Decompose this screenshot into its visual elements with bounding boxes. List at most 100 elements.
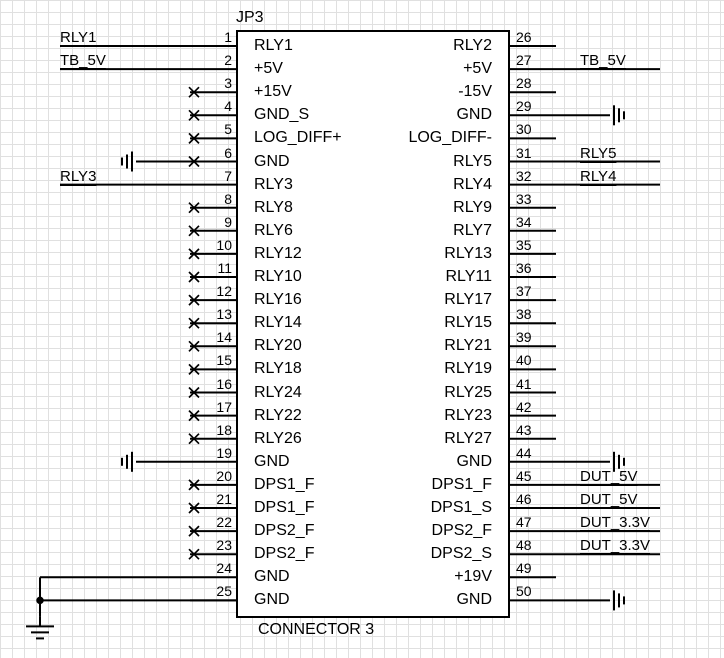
pin-name: DPS2_F [254,523,314,539]
pin-name: RLY14 [254,315,302,331]
pin-name: -15V [458,84,492,100]
pin-number: 7 [210,169,232,183]
pin-number: 40 [516,353,532,367]
pin-name: +5V [254,61,283,77]
pin-number: 17 [210,400,232,414]
pin-number: 4 [210,99,232,113]
net-label: RLY4 [580,169,616,184]
pin-name: RLY27 [444,431,492,447]
pin-number: 16 [210,377,232,391]
pin-name: +5V [463,61,492,77]
pin-name: GND [456,107,492,123]
pin-name: DPS2_F [432,523,492,539]
pin-name: RLY5 [453,154,492,170]
pin-number: 23 [210,538,232,552]
pin-name: RLY7 [453,223,492,239]
pin-number: 27 [516,53,532,67]
pin-name: LOG_DIFF+ [254,130,342,146]
pin-number: 25 [210,584,232,598]
net-label: RLY5 [580,146,616,161]
pin-number: 38 [516,307,532,321]
pin-number: 33 [516,192,532,206]
pin-number: 6 [210,146,232,160]
pin-name: GND [254,569,290,585]
pin-number: 45 [516,469,532,483]
pin-number: 20 [210,469,232,483]
pin-number: 49 [516,561,532,575]
pin-number: 24 [210,561,232,575]
pin-number: 9 [210,215,232,229]
pin-number: 39 [516,330,532,344]
pin-number: 28 [516,76,532,90]
pin-name: RLY8 [254,200,293,216]
pin-name: RLY1 [254,38,293,54]
pin-name: LOG_DIFF- [408,130,492,146]
pin-number: 5 [210,122,232,136]
pin-name: RLY11 [445,269,492,285]
net-label: DUT_5V [580,492,638,507]
pin-name: RLY10 [254,269,302,285]
pin-number: 42 [516,400,532,414]
pin-name: GND [254,592,290,608]
pin-number: 11 [210,261,232,275]
pin-number: 26 [516,30,532,44]
pin-name: RLY15 [444,315,492,331]
pin-number: 2 [210,53,232,67]
pin-number: 46 [516,492,532,506]
pin-number: 31 [516,146,532,160]
pin-name: +15V [254,84,292,100]
pin-name: DPS2_F [254,546,314,562]
pin-number: 21 [210,492,232,506]
pin-number: 3 [210,76,232,90]
pin-name: RLY25 [444,385,492,401]
pin-number: 35 [516,238,532,252]
pin-name: DPS1_F [432,477,492,493]
pin-number: 34 [516,215,532,229]
pin-name: RLY4 [453,177,492,193]
pin-number: 13 [210,307,232,321]
wire-layer [0,0,724,658]
net-label: TB_5V [60,53,106,68]
pin-name: GND [456,454,492,470]
pin-number: 30 [516,122,532,136]
pin-name: +19V [454,569,492,585]
pin-number: 41 [516,377,532,391]
pin-number: 1 [210,30,232,44]
net-label: DUT_3.3V [580,538,650,553]
pin-number: 10 [210,238,232,252]
pin-number: 14 [210,330,232,344]
pin-number: 18 [210,423,232,437]
pin-name: GND_S [254,107,309,123]
pin-name: RLY13 [444,246,492,262]
pin-number: 8 [210,192,232,206]
pin-number: 48 [516,538,532,552]
pin-name: RLY16 [254,292,302,308]
pin-number: 19 [210,446,232,460]
pin-name: RLY2 [453,38,492,54]
pin-name: RLY18 [254,361,302,377]
pin-name: RLY3 [254,177,293,193]
pin-name: RLY21 [444,338,492,354]
pin-name: RLY6 [254,223,293,239]
pin-name: DPS1_F [254,500,314,516]
pin-name: DPS2_S [431,546,492,562]
net-label: RLY3 [60,169,96,184]
net-label: DUT_3.3V [580,515,650,530]
pin-name: RLY19 [444,361,492,377]
net-label: RLY1 [60,30,96,45]
pin-name: DPS1_F [254,477,314,493]
pin-number: 32 [516,169,532,183]
pin-number: 29 [516,99,532,113]
pin-name: RLY12 [254,246,302,262]
pin-number: 12 [210,284,232,298]
pin-number: 37 [516,284,532,298]
pin-number: 47 [516,515,532,529]
pin-name: RLY17 [444,292,492,308]
net-label: TB_5V [580,53,626,68]
pin-number: 36 [516,261,532,275]
pin-name: RLY20 [254,338,302,354]
pin-name: RLY24 [254,385,302,401]
pin-name: GND [456,592,492,608]
pin-number: 50 [516,584,532,598]
pin-name: RLY26 [254,431,302,447]
